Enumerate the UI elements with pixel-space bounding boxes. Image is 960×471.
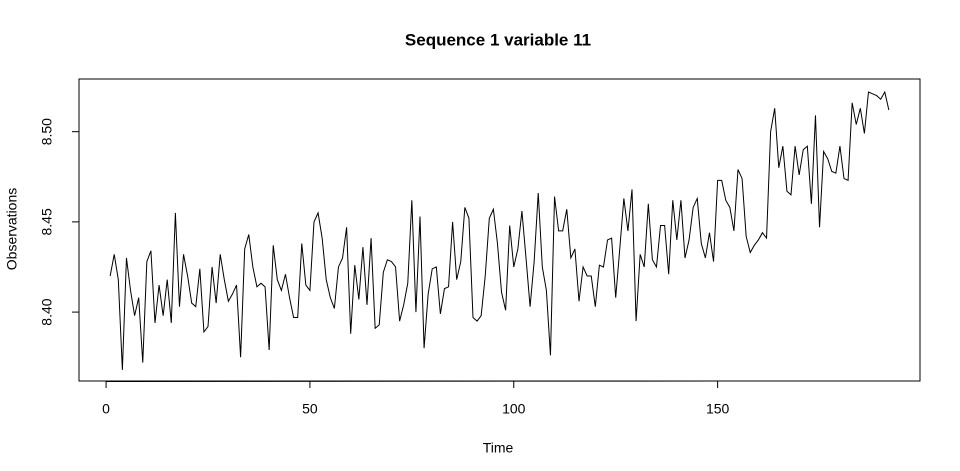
series-line: [109, 90, 890, 370]
x-tick-label: 0: [102, 401, 110, 417]
x-tick-label: 100: [502, 401, 526, 417]
plot-frame: [78, 78, 921, 382]
y-tick-label: 8.50: [39, 118, 55, 145]
x-axis-label: Time: [483, 440, 514, 456]
y-axis-label: Observations: [4, 188, 20, 270]
chart-title: Sequence 1 variable 11: [405, 30, 591, 49]
y-tick-label: 8.45: [39, 208, 55, 235]
x-tick-label: 150: [706, 401, 730, 417]
x-tick-label: 50: [302, 401, 318, 417]
x-axis-line: [106, 380, 718, 382]
y-tick-label: 8.40: [39, 298, 55, 325]
